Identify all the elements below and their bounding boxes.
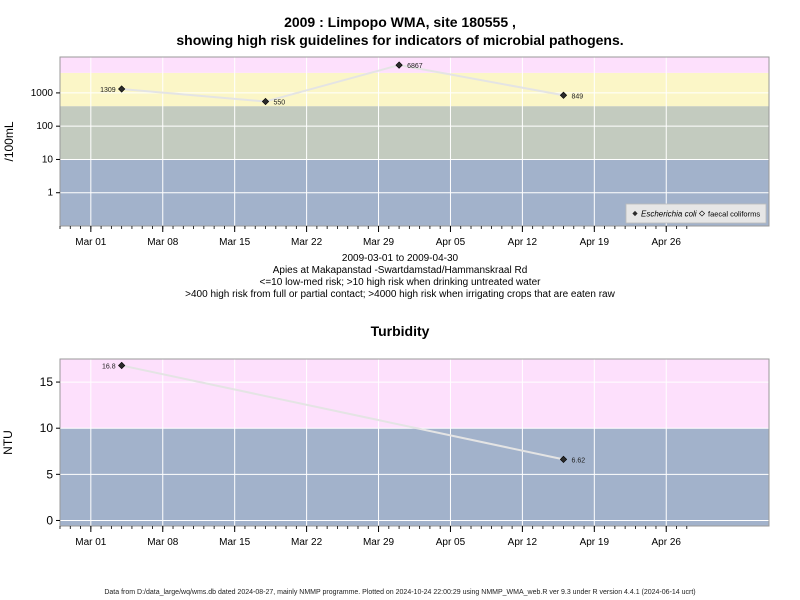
panel1-x-tick-label-2: Mar 15 xyxy=(219,537,251,548)
panel1-series-0-point-1 xyxy=(559,455,568,464)
panel0-legend-marker-0 xyxy=(632,210,638,217)
panel0-x-tick-label-6: Apr 12 xyxy=(508,237,538,248)
panel1-x-tick-label-7: Apr 19 xyxy=(580,537,610,548)
panel1-series-0-point-0 xyxy=(118,361,126,370)
panel1-y-axis-label: NTU xyxy=(1,430,15,455)
panel0-legend-marker-1 xyxy=(698,210,706,217)
panel1-x-tick-label-1: Mar 08 xyxy=(147,537,179,548)
panel0-series-0-point-3 xyxy=(559,91,568,99)
panel1-x-tick-label-5: Apr 05 xyxy=(436,537,466,548)
panel0-x-tick-label-4: Mar 29 xyxy=(363,237,395,248)
panel1-series-0-line xyxy=(121,364,564,461)
caption-drinking-guideline: <=10 low-med risk; >10 high risk when dr… xyxy=(259,277,541,288)
panel0-series-0-line xyxy=(121,64,564,103)
panel1-band-1 xyxy=(60,359,769,429)
panel1-y-tick-label-3: 15 xyxy=(40,375,54,389)
caption-date-range: 2009-03-01 to 2009-04-30 xyxy=(341,253,459,264)
panel0-series-0-point-1 xyxy=(261,97,270,106)
panel1-x-tick-label-0: Mar 01 xyxy=(75,537,107,548)
panel0-x-tick-label-5: Apr 05 xyxy=(436,237,466,248)
footer-source-note: Data from D:/data_large/wq/wms.db dated … xyxy=(104,589,696,596)
panel0-series-0-data-label-2: 6867 xyxy=(407,63,423,70)
panel0-x-tick-label-0: Mar 01 xyxy=(75,237,107,248)
panel0-y-axis-label: /100mL xyxy=(2,121,16,161)
panel0-x-tick-label-7: Apr 19 xyxy=(580,237,610,248)
panel0-y-tick-label-3: 1000 xyxy=(31,88,54,99)
chart-title-line-1: 2009 : Limpopo WMA, site 180555 , xyxy=(284,14,516,30)
panel0-series-0-data-label-1: 550 xyxy=(274,100,286,107)
panel0-y-tick-label-2: 100 xyxy=(36,121,53,132)
panel0-x-tick-label-8: Apr 26 xyxy=(652,237,682,248)
caption-contact-guideline: >400 high risk from full or partial cont… xyxy=(185,289,615,300)
panel0-legend-box xyxy=(625,203,767,224)
panel1-x-tick-label-4: Mar 29 xyxy=(363,537,395,548)
panel1-series-0-data-label-1: 6.62 xyxy=(571,457,585,464)
panel0-x-tick-label-3: Mar 22 xyxy=(291,237,323,248)
panel1-band-0 xyxy=(60,428,769,526)
panel1-y-tick-label-0: 0 xyxy=(46,513,53,527)
panel0-band-3 xyxy=(60,57,769,73)
panel0-band-2 xyxy=(60,72,769,107)
panel1-series-0-data-label-0: 16.8 xyxy=(102,363,116,370)
panel0-x-tick-label-1: Mar 08 xyxy=(147,237,179,248)
chart-title-line-2: showing high risk guidelines for indicat… xyxy=(176,32,624,48)
turbidity-title: Turbidity xyxy=(370,323,430,339)
panel0-series-0-point-2 xyxy=(395,61,403,69)
panel1-y-tick-label-2: 10 xyxy=(40,421,54,435)
panel0-x-tick-label-2: Mar 15 xyxy=(219,237,251,248)
panel1-x-tick-label-8: Apr 26 xyxy=(652,537,682,548)
panel1-plot-frame xyxy=(59,358,770,527)
panel0-y-tick-label-0: 1 xyxy=(47,188,53,199)
panel0-series-0-data-label-3: 849 xyxy=(571,93,583,100)
panel0-legend-label-1: faecal coliforms xyxy=(708,210,760,219)
panel0-band-1 xyxy=(60,106,769,160)
panel0-legend-label-0: Escherichia coli xyxy=(641,210,697,219)
panel0-y-tick-label-1: 10 xyxy=(42,154,54,165)
panel1-x-tick-label-3: Mar 22 xyxy=(291,537,323,548)
panel0-series-0-point-0 xyxy=(118,85,126,93)
panel0-series-0-data-label-0: 1309 xyxy=(100,87,116,94)
panel1-x-tick-label-6: Apr 12 xyxy=(508,537,538,548)
panel0-plot-frame xyxy=(59,56,770,227)
caption-site-name: Apies at Makapanstad -Swartdamstad/Hamma… xyxy=(272,265,528,276)
panel1-y-tick-label-1: 5 xyxy=(46,467,53,481)
